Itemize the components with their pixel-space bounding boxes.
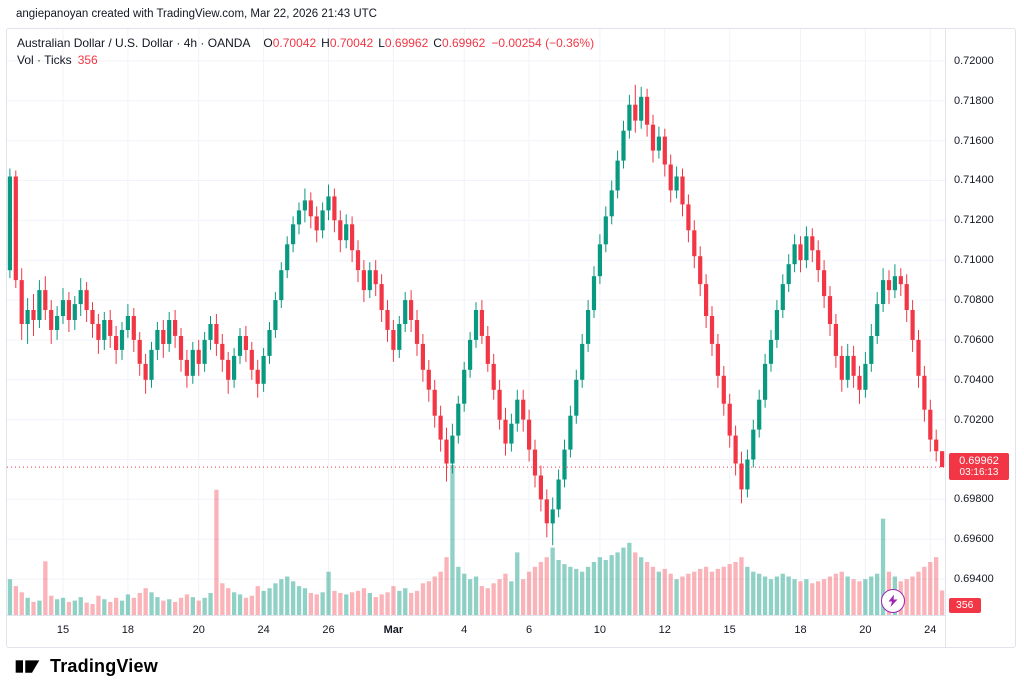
time-axis-label: 24 bbox=[257, 624, 270, 636]
symbol-title[interactable]: Australian Dollar / U.S. Dollar · 4h · O… bbox=[17, 36, 251, 50]
volume-value: 356 bbox=[77, 53, 98, 67]
time-axis-label: 18 bbox=[121, 624, 135, 636]
quick-actions-button[interactable] bbox=[881, 589, 905, 613]
time-axis-label: 20 bbox=[859, 624, 872, 636]
price-axis-label: 0.71400 bbox=[954, 174, 994, 187]
volume-badge: 356 bbox=[949, 598, 981, 613]
chart-canvas[interactable] bbox=[7, 29, 945, 615]
time-axis-label: 24 bbox=[924, 624, 937, 636]
price-axis-label: 0.69600 bbox=[954, 533, 994, 546]
change-value: −0.00254 (−0.36%) bbox=[491, 36, 595, 50]
tradingview-logo-icon bbox=[15, 660, 40, 673]
time-axis-label: 12 bbox=[658, 624, 671, 636]
lightning-icon bbox=[888, 594, 898, 607]
time-axis-label: 26 bbox=[322, 624, 335, 636]
open-value: 0.70042 bbox=[272, 36, 317, 50]
price-axis-label: 0.71600 bbox=[954, 134, 994, 147]
price-axis-label: 0.71200 bbox=[954, 214, 994, 227]
price-axis-label: 0.72000 bbox=[954, 54, 994, 67]
price-axis-label: 0.70400 bbox=[954, 373, 994, 386]
price-axis-label: 0.70200 bbox=[954, 413, 994, 426]
price-axis-label: 0.71800 bbox=[954, 94, 994, 107]
price-axis-label: 0.70600 bbox=[954, 333, 994, 346]
open-label: O bbox=[263, 36, 273, 50]
time-axis[interactable]: 15 18 20 24 26 Mar 4 6 10 12 15 18 20 24 bbox=[7, 615, 945, 646]
high-label: H bbox=[321, 36, 330, 50]
attribution-text: angiepanoyan created with TradingView.co… bbox=[16, 8, 377, 20]
close-value: 0.69962 bbox=[441, 36, 486, 50]
time-axis-label: 10 bbox=[593, 624, 606, 636]
volume-label[interactable]: Vol · Ticks bbox=[17, 53, 72, 67]
price-axis-label: 0.70800 bbox=[954, 294, 994, 307]
time-axis-label: 15 bbox=[56, 624, 70, 636]
high-value: 0.70042 bbox=[329, 36, 374, 50]
bar-countdown: 03:16:13 bbox=[959, 467, 999, 479]
low-label: L bbox=[378, 36, 385, 50]
time-axis-label: 6 bbox=[526, 624, 533, 636]
time-axis-label: 15 bbox=[723, 624, 736, 636]
current-price-badge: 0.69962 03:16:13 bbox=[949, 453, 1009, 481]
chart-container: Australian Dollar / U.S. Dollar · 4h · O… bbox=[6, 28, 1016, 648]
time-axis-label: 20 bbox=[192, 624, 205, 636]
volume-legend: Vol · Ticks 356 bbox=[17, 52, 98, 68]
time-axis-label: 18 bbox=[794, 624, 807, 636]
candlestick-chart[interactable]: Australian Dollar / U.S. Dollar · 4h · O… bbox=[7, 29, 945, 615]
price-axis[interactable]: 0.69962 03:16:13 356 0.72000 0.71800 0.716… bbox=[945, 29, 1015, 647]
current-price-value: 0.69962 bbox=[959, 455, 999, 468]
low-value: 0.69962 bbox=[384, 36, 429, 50]
close-label: C bbox=[433, 36, 442, 50]
tradingview-logo-text: TradingView bbox=[50, 656, 158, 676]
tradingview-logo-link[interactable]: TradingView bbox=[14, 653, 158, 680]
price-axis-label: 0.71000 bbox=[954, 254, 994, 267]
price-axis-label: 0.69800 bbox=[954, 493, 994, 506]
time-axis-label: Mar bbox=[383, 624, 404, 636]
time-axis-label: 4 bbox=[461, 624, 468, 636]
price-axis-label: 0.69400 bbox=[954, 573, 994, 586]
chart-legend: Australian Dollar / U.S. Dollar · 4h · O… bbox=[17, 35, 594, 51]
